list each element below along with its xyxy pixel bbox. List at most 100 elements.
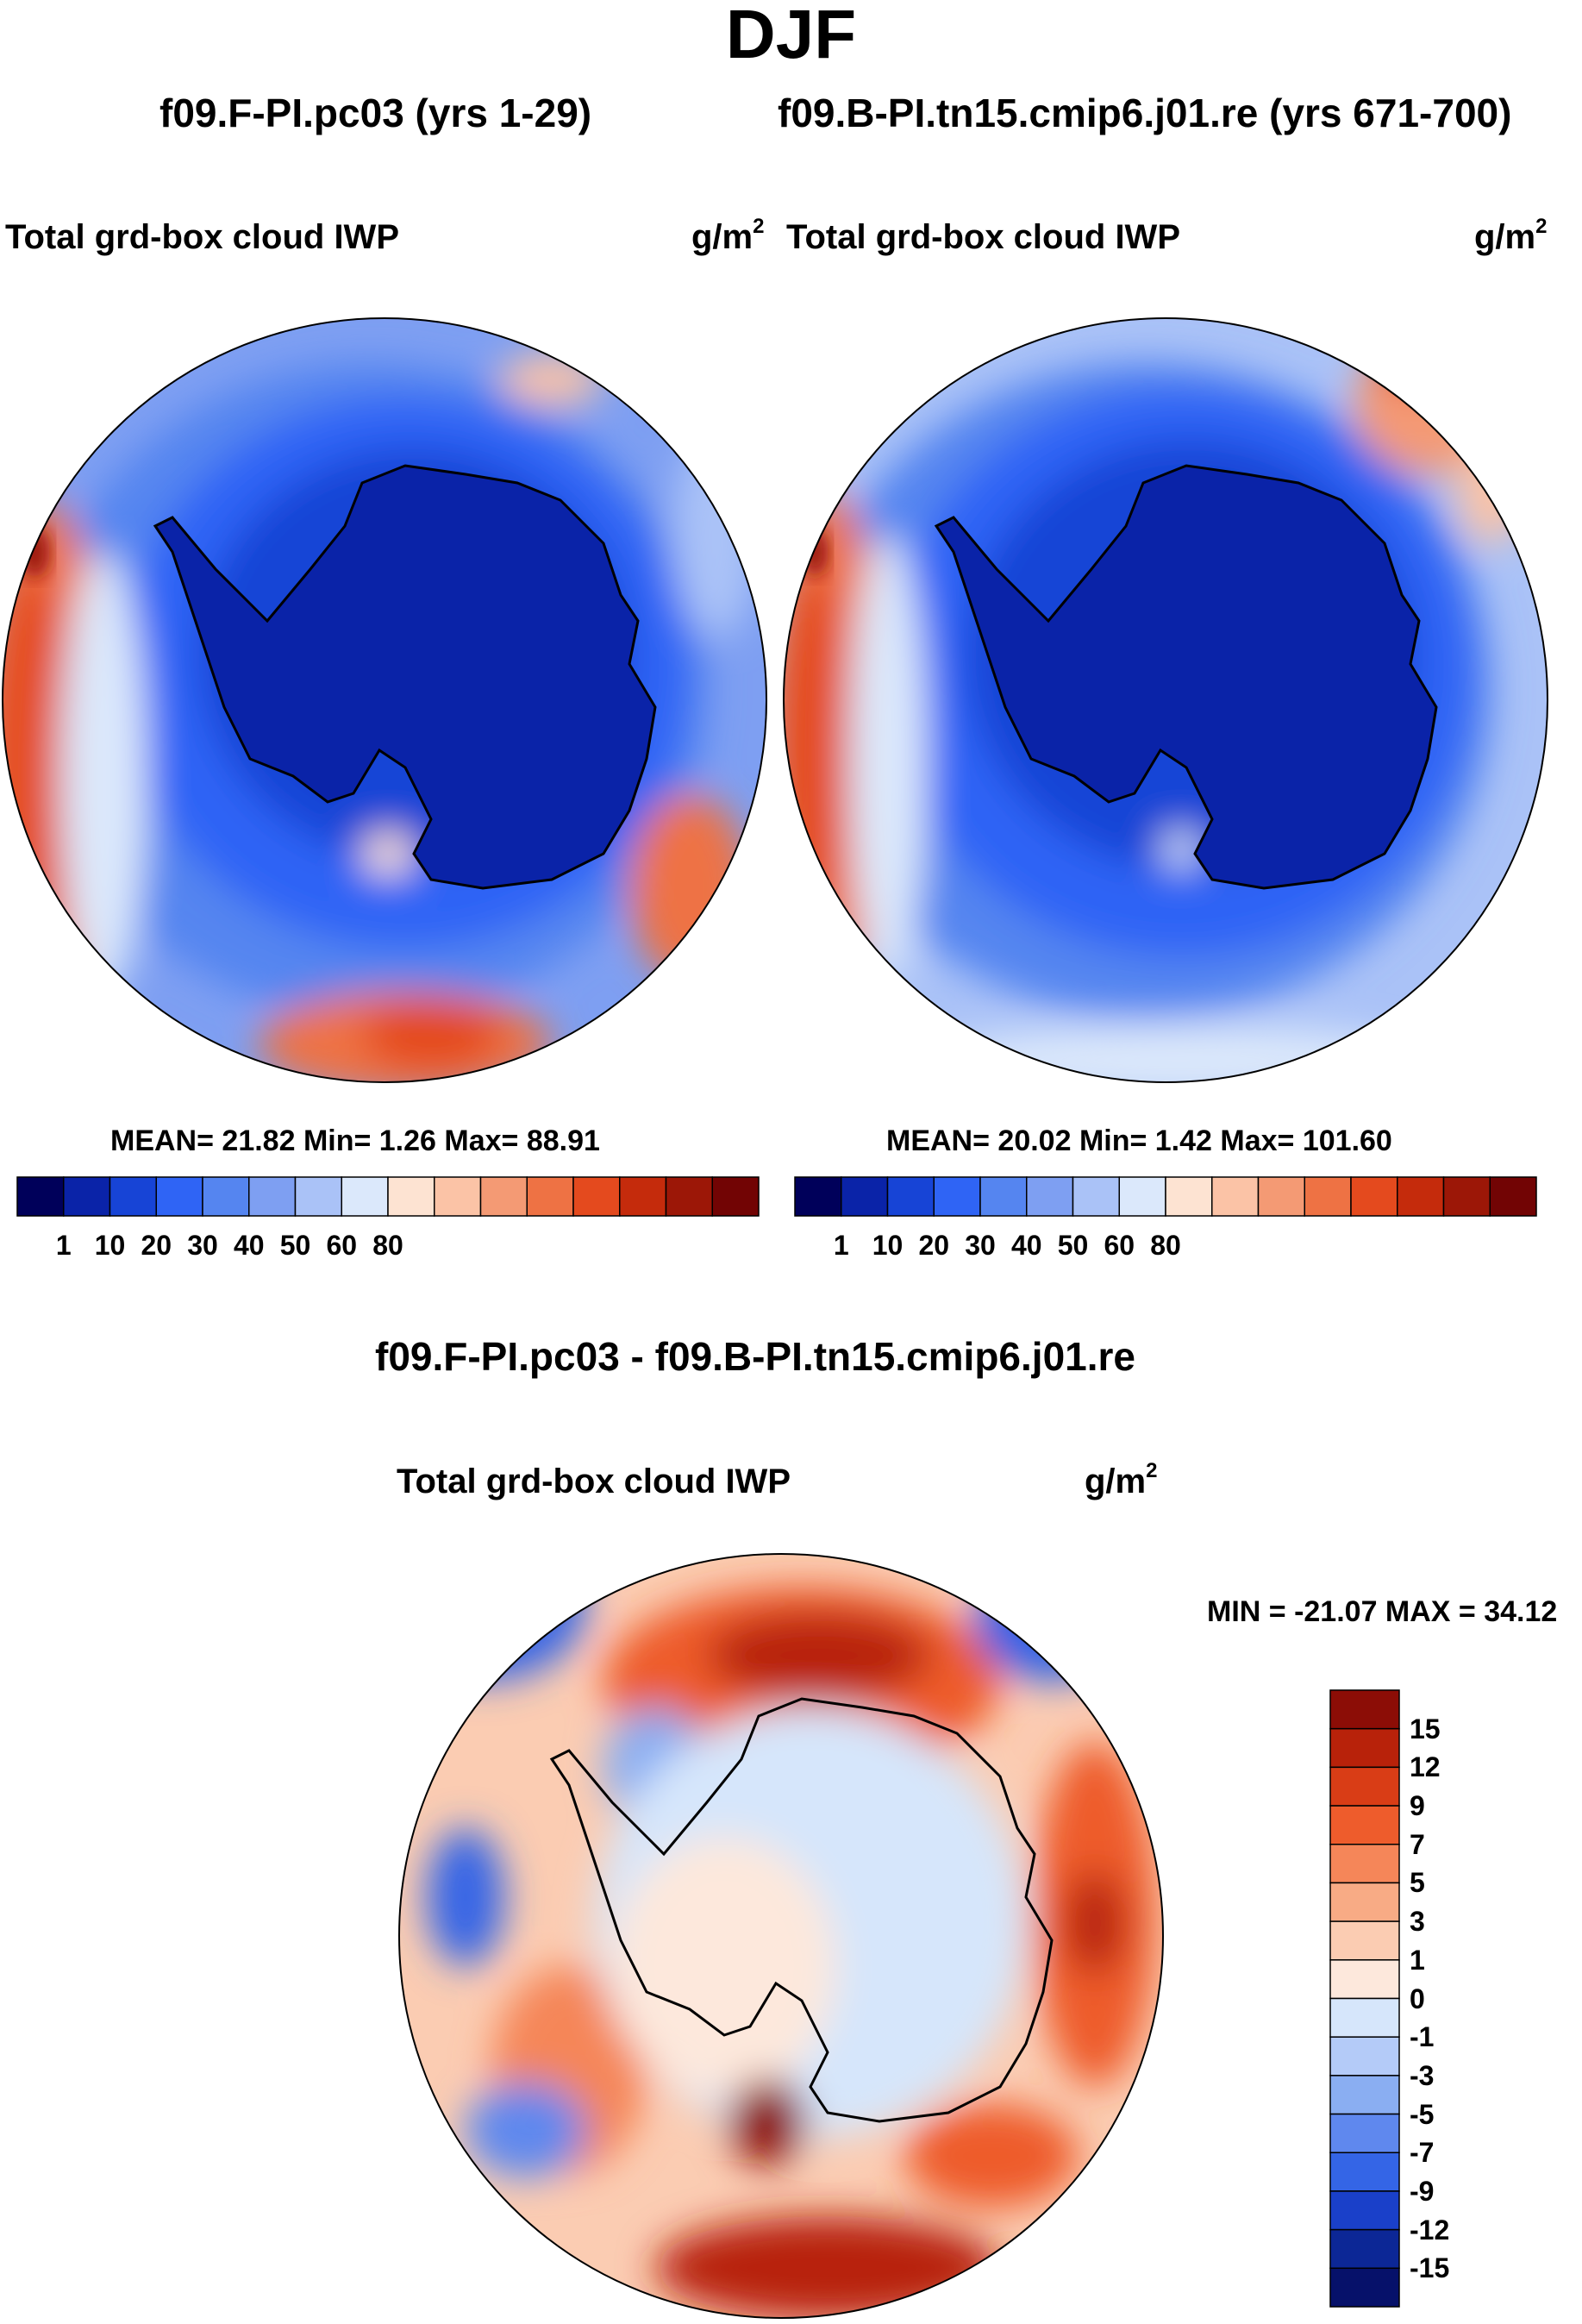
colorbar-tick-label: -12 <box>1410 2214 1450 2246</box>
colorbar-tick-label: -15 <box>1410 2252 1450 2284</box>
colorbar-swatch <box>794 1176 842 1217</box>
panel1-map-border <box>2 317 767 1083</box>
colorbar-tick-label: -3 <box>1410 2059 1435 2091</box>
panel2-coastline <box>934 464 1438 890</box>
colorbar-tick-label: -1 <box>1410 2021 1435 2053</box>
colorbar-tick-label: 10 <box>94 1230 126 1261</box>
colorbar-tick-label: 20 <box>918 1230 950 1261</box>
diff-case-title: f09.F-PI.pc03 - f09.B-PI.tn15.cmip6.j01.… <box>375 1334 1135 1379</box>
colorbar-tick-label: 50 <box>1057 1230 1089 1261</box>
panel2-variable-label: Total grd-box cloud IWP <box>786 218 1180 256</box>
colorbar-tick-label: 20 <box>141 1230 172 1261</box>
colorbar-tick-label: 80 <box>372 1230 403 1261</box>
panel2-map <box>784 318 1548 1082</box>
colorbar-swatch <box>1350 1176 1398 1217</box>
panel2-stats: MEAN= 20.02 Min= 1.42 Max= 101.60 <box>886 1124 1392 1157</box>
colorbar-tick-label: 7 <box>1410 1828 1425 1860</box>
colorbar-swatch <box>1329 1805 1400 1845</box>
colorbar-swatch <box>1329 1766 1400 1807</box>
panel1-colorbar <box>16 1176 760 1217</box>
panel1-units: g/m2 <box>691 215 765 256</box>
colorbar-tick-label: 15 <box>1410 1713 1441 1745</box>
colorbar-tick-label: 5 <box>1410 1867 1425 1899</box>
colorbar-swatch <box>1329 1844 1400 1884</box>
diff-units: g/m2 <box>1085 1459 1158 1500</box>
colorbar-swatch <box>1329 1920 1400 1961</box>
colorbar-swatch <box>1211 1176 1260 1217</box>
colorbar-swatch <box>1329 1689 1400 1730</box>
colorbar-swatch <box>1489 1176 1537 1217</box>
colorbar-tick-label: 40 <box>233 1230 265 1261</box>
colorbar-swatch <box>63 1176 111 1217</box>
colorbar-swatch <box>979 1176 1028 1217</box>
colorbar-swatch <box>1329 1959 1400 2000</box>
panel2-units: g/m2 <box>1474 215 1548 256</box>
panel2-case-title: f09.B-PI.tn15.cmip6.j01.re (yrs 671-700) <box>778 91 1512 135</box>
panel1-map <box>3 318 766 1082</box>
colorbar-swatch <box>1329 2036 1400 2077</box>
colorbar-tick-label: -7 <box>1410 2137 1435 2169</box>
colorbar-swatch <box>1442 1176 1491 1217</box>
diff-map <box>399 1554 1163 2318</box>
colorbar-tick-label: 30 <box>965 1230 996 1261</box>
colorbar-swatch <box>1329 1997 1400 2038</box>
panel2-colorbar <box>794 1176 1537 1217</box>
diff-variable-label: Total grd-box cloud IWP <box>397 1463 791 1500</box>
colorbar-swatch <box>1026 1176 1074 1217</box>
colorbar-swatch <box>155 1176 203 1217</box>
colorbar-tick-label: 10 <box>872 1230 904 1261</box>
colorbar-swatch <box>248 1176 297 1217</box>
colorbar-swatch <box>387 1176 435 1217</box>
colorbar-tick-label: 3 <box>1410 1906 1425 1938</box>
colorbar-swatch <box>886 1176 935 1217</box>
colorbar-swatch <box>1304 1176 1352 1217</box>
colorbar-swatch <box>526 1176 574 1217</box>
colorbar-tick-label: 40 <box>1010 1230 1042 1261</box>
panel1-variable-label: Total grd-box cloud IWP <box>5 218 399 256</box>
panel2-map-border <box>783 317 1548 1083</box>
colorbar-swatch <box>1257 1176 1305 1217</box>
colorbar-swatch <box>1397 1176 1445 1217</box>
colorbar-tick-label: 60 <box>326 1230 358 1261</box>
colorbar-swatch <box>1329 2152 1400 2192</box>
colorbar-tick-label: 0 <box>1410 1983 1425 2014</box>
colorbar-tick-label: 12 <box>1410 1751 1441 1783</box>
colorbar-swatch <box>202 1176 250 1217</box>
colorbar-swatch <box>1329 2190 1400 2231</box>
colorbar-swatch <box>1072 1176 1120 1217</box>
colorbar-swatch <box>1165 1176 1213 1217</box>
colorbar-tick-label: -5 <box>1410 2098 1435 2130</box>
diff-map-border <box>398 1553 1164 2319</box>
diff-coastline <box>549 1697 1054 2123</box>
colorbar-tick-label: 9 <box>1410 1790 1425 1822</box>
panel1-case-title: f09.F-PI.pc03 (yrs 1-29) <box>159 91 592 135</box>
colorbar-swatch <box>665 1176 713 1217</box>
colorbar-tick-label: 60 <box>1104 1230 1135 1261</box>
colorbar-swatch <box>1329 1727 1400 1769</box>
diff-stats: MIN = -21.07 MAX = 34.12 <box>1207 1595 1558 1628</box>
colorbar-swatch <box>1329 2113 1400 2153</box>
colorbar-swatch <box>434 1176 482 1217</box>
colorbar-swatch <box>711 1176 760 1217</box>
colorbar-swatch <box>109 1176 157 1217</box>
colorbar-swatch <box>933 1176 981 1217</box>
diff-colorbar <box>1329 1689 1400 2308</box>
colorbar-tick-label: 30 <box>187 1230 218 1261</box>
colorbar-tick-label: 1 <box>55 1230 72 1261</box>
colorbar-swatch <box>572 1176 621 1217</box>
colorbar-tick-label: -9 <box>1410 2175 1435 2207</box>
colorbar-swatch <box>1329 2075 1400 2115</box>
colorbar-swatch <box>479 1176 528 1217</box>
panel1-coastline <box>153 464 657 890</box>
colorbar-swatch <box>1329 1882 1400 1922</box>
colorbar-swatch <box>16 1176 65 1217</box>
colorbar-tick-label: 1 <box>1410 1944 1425 1976</box>
colorbar-swatch <box>619 1176 667 1217</box>
colorbar-swatch <box>1118 1176 1166 1217</box>
colorbar-tick-label: 1 <box>833 1230 849 1261</box>
colorbar-swatch <box>1329 2267 1400 2308</box>
colorbar-swatch <box>1329 2228 1400 2270</box>
panel1-stats: MEAN= 21.82 Min= 1.26 Max= 88.91 <box>110 1124 600 1157</box>
figure-title: DJF <box>725 0 857 72</box>
